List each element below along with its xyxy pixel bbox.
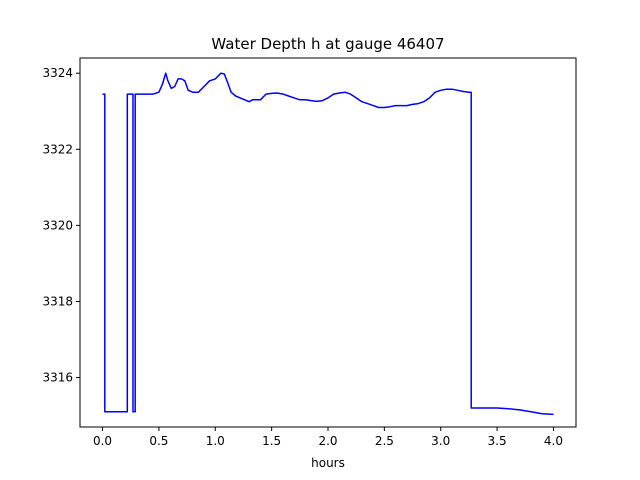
x-tick-label: 3.0 — [431, 434, 450, 448]
y-tick-label: 3318 — [42, 294, 73, 308]
y-tick-label: 3316 — [42, 371, 73, 385]
plot-area — [80, 58, 576, 427]
x-tick-label: 1.0 — [206, 434, 225, 448]
x-tick-label: 2.5 — [375, 434, 394, 448]
y-tick-label: 3320 — [42, 218, 73, 232]
series-layer — [102, 72, 554, 416]
x-tick-label: 0.5 — [149, 434, 168, 448]
x-tick-label: 1.5 — [262, 434, 281, 448]
x-tick-label: 3.5 — [488, 434, 507, 448]
series-line — [102, 72, 554, 416]
x-axis: 0.0 0.5 1.0 1.5 2.0 2.5 3.0 3.5 4.0 — [93, 427, 563, 448]
chart-title: Water Depth h at gauge 46407 — [211, 35, 444, 53]
y-tick-label: 3322 — [42, 142, 73, 156]
x-tick-label: 4.0 — [544, 434, 563, 448]
x-tick-label: 2.0 — [318, 434, 337, 448]
y-axis: 3316 3318 3320 3322 3324 — [42, 66, 80, 385]
y-tick-label: 3324 — [42, 66, 73, 80]
x-axis-label: hours — [311, 456, 345, 470]
x-tick-label: 0.0 — [93, 434, 112, 448]
